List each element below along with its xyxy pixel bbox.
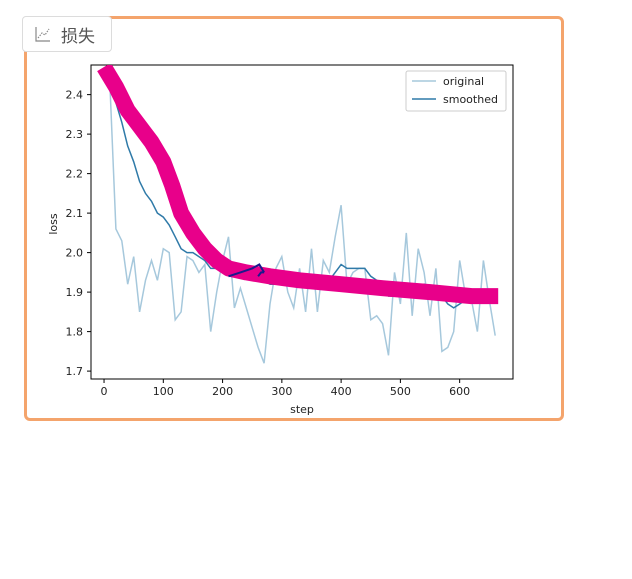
x-tick-label: 400 — [331, 385, 352, 398]
y-tick-label: 2.0 — [66, 247, 84, 260]
x-tick-label: 100 — [153, 385, 174, 398]
y-tick-label: 2.2 — [66, 168, 84, 181]
x-tick-label: 200 — [212, 385, 233, 398]
annotation-highlight-stroke — [97, 65, 499, 305]
y-tick-label: 1.8 — [66, 326, 84, 339]
legend-label-original: original — [443, 75, 484, 88]
x-tick-label: 0 — [101, 385, 108, 398]
y-tick-label: 1.9 — [66, 286, 84, 299]
smoothed-overlay-segment — [228, 263, 265, 278]
x-tick-label: 500 — [390, 385, 411, 398]
y-axis-label: loss — [47, 213, 60, 235]
legend-label-smoothed: smoothed — [443, 93, 498, 106]
y-tick-label: 2.1 — [66, 207, 84, 220]
chart-line-icon — [35, 27, 50, 42]
y-ticks: 1.7 1.8 1.9 2.0 2.1 2.2 2.3 2.4 — [66, 89, 91, 378]
plot-area — [90, 64, 514, 380]
y-tick-label: 1.7 — [66, 365, 84, 378]
tab-label: 损失 — [61, 26, 95, 47]
series-layer — [97, 65, 499, 364]
series-original-line — [109, 86, 496, 364]
x-axis-label: step — [290, 403, 314, 416]
legend: original smoothed — [405, 70, 507, 112]
x-ticks: 0 100 200 300 400 500 600 — [101, 379, 470, 398]
tab-loss[interactable]: 损失 — [22, 16, 112, 52]
x-tick-label: 300 — [271, 385, 292, 398]
y-tick-label: 2.4 — [66, 89, 84, 102]
smoothed-overlay-segment — [257, 271, 265, 277]
y-tick-label: 2.3 — [66, 128, 84, 141]
x-tick-label: 600 — [449, 385, 470, 398]
